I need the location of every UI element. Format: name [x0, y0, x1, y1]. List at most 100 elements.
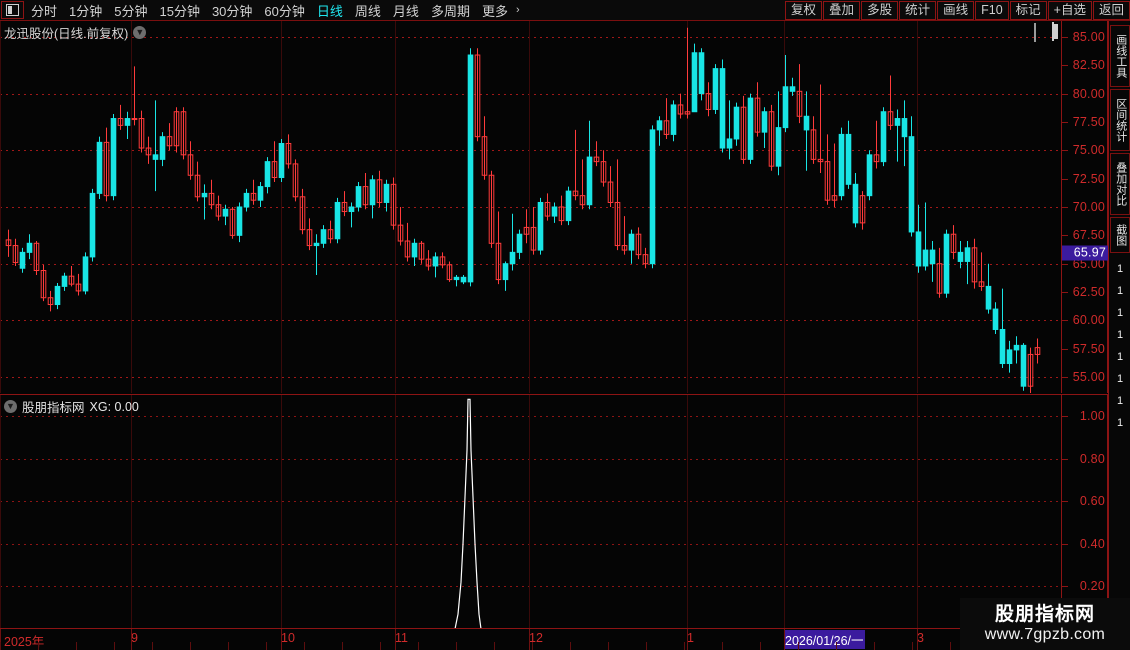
- period-5[interactable]: 60分钟: [264, 4, 305, 19]
- date-tick-minor: [836, 642, 837, 650]
- more-chevron-icon[interactable]: ›: [515, 4, 520, 16]
- action-5[interactable]: F10: [975, 1, 1009, 20]
- vertical-gridline: [131, 21, 132, 393]
- right-vertical-toolbar[interactable]: 画线工具 区间统计 叠加对比 截图 1 1 1 1 1 1 1 1: [1108, 21, 1130, 628]
- action-2[interactable]: 多股: [861, 1, 899, 20]
- date-tick-minor: [114, 642, 115, 650]
- price-tick-mark: [1062, 65, 1068, 67]
- indicator-gridline: [0, 458, 1061, 460]
- vstrip-button-2[interactable]: 叠加对比: [1110, 153, 1130, 215]
- indicator-tick: 1.00: [1079, 409, 1105, 424]
- vertical-gridline: [0, 395, 1, 628]
- indicator-tick-mark: [1062, 543, 1068, 545]
- period-9[interactable]: 多周期: [430, 4, 470, 19]
- vstrip-button-3[interactable]: 截图: [1110, 217, 1130, 253]
- period-7[interactable]: 周线: [354, 4, 381, 19]
- date-tick-minor: [152, 642, 153, 650]
- action-0[interactable]: 复权: [785, 1, 823, 20]
- indicator-tick-mark: [1062, 586, 1068, 588]
- date-tick: [917, 629, 918, 650]
- diamond-button[interactable]: [1034, 23, 1036, 42]
- period-2[interactable]: 5分钟: [114, 4, 148, 19]
- indicator-tick: 0.60: [1079, 494, 1105, 509]
- price-tick: 70.00: [1072, 200, 1105, 214]
- vstrip-button-1[interactable]: 区间统计: [1110, 89, 1130, 151]
- vstrip-number-7[interactable]: 1: [1116, 417, 1124, 429]
- indicator-tick-mark: [1062, 416, 1068, 418]
- watermark: 股朋指标网 www.7gpzb.com: [960, 598, 1130, 650]
- date-tick-minor: [380, 642, 381, 650]
- period-10[interactable]: 更多: [481, 4, 508, 19]
- vertical-gridline: [281, 21, 282, 393]
- date-tick: [529, 629, 530, 650]
- price-chart-pane[interactable]: 龙迅股份(日线.前复权) ▼: [0, 21, 1062, 393]
- vstrip-number-0[interactable]: 1: [1116, 263, 1124, 275]
- vertical-gridline: [784, 395, 785, 628]
- vertical-gridline: [917, 395, 918, 628]
- action-6[interactable]: 标记: [1009, 1, 1047, 20]
- toolbar-period-group: 分时 1分钟 5分钟 15分钟 30分钟 60分钟 日线 周线 月线 多周期 更多 ›: [0, 0, 526, 20]
- date-label-4: 12: [529, 631, 543, 645]
- chevron-down-circle-icon[interactable]: ▼: [133, 26, 147, 39]
- panel-split-button[interactable]: [1, 1, 24, 19]
- indicator-title: 股朋指标网: [22, 401, 85, 415]
- price-tick-mark: [1062, 263, 1068, 265]
- diamond-icon: [1034, 23, 1036, 42]
- price-tick: 60.00: [1072, 313, 1105, 328]
- indicator-line-series: [454, 398, 482, 628]
- period-list: 分时 1分钟 5分钟 15分钟 30分钟 60分钟 日线 周线 月线 多周期 更多: [25, 0, 514, 20]
- date-tick-minor: [722, 642, 723, 650]
- price-tick: 82.50: [1072, 58, 1105, 73]
- date-label-2: 10: [281, 631, 295, 645]
- panel-split-icon: [1052, 22, 1054, 41]
- date-tick-minor: [456, 642, 457, 650]
- period-6[interactable]: 日线: [316, 4, 343, 19]
- vstrip-button-0[interactable]: 画线工具: [1110, 25, 1130, 87]
- period-0[interactable]: 分时: [31, 4, 58, 19]
- candlestick-series: [5, 27, 1041, 393]
- gridline: [0, 36, 1061, 38]
- action-8[interactable]: 返回: [1092, 1, 1130, 20]
- date-tick-minor: [760, 642, 761, 650]
- vstrip-number-4[interactable]: 1: [1116, 351, 1124, 363]
- price-tick: 65.00: [1072, 256, 1105, 271]
- vstrip-number-5[interactable]: 1: [1116, 373, 1124, 385]
- vstrip-number-6[interactable]: 1: [1116, 395, 1124, 407]
- price-tick-mark: [1062, 377, 1068, 379]
- price-tick-mark: [1062, 235, 1068, 237]
- pane-panel-button[interactable]: [1052, 22, 1054, 41]
- date-tick: [784, 629, 785, 650]
- date-label-6[interactable]: 2026/01/26/一: [784, 630, 865, 649]
- vertical-gridline: [687, 395, 688, 628]
- vstrip-number-2[interactable]: 1: [1116, 307, 1124, 319]
- price-axis[interactable]: 85.00 82.50 80.00 77.50 75.00 72.50 70.00 67.50…: [1062, 21, 1108, 393]
- period-3[interactable]: 15分钟: [159, 4, 200, 19]
- indicator-pane[interactable]: ▼ 股朋指标网 XG: 0.00: [0, 394, 1062, 628]
- date-tick-minor: [912, 642, 913, 650]
- indicator-tick-mark: [1062, 501, 1068, 503]
- price-tick: 72.50: [1072, 171, 1105, 186]
- action-7[interactable]: +自选: [1047, 1, 1092, 20]
- price-tick: 55.00: [1072, 370, 1105, 385]
- indicator-tick: 0.20: [1079, 579, 1105, 594]
- action-4[interactable]: 画线: [937, 1, 975, 20]
- chevron-down-circle-icon[interactable]: ▼: [4, 400, 17, 413]
- vstrip-number-3[interactable]: 1: [1116, 329, 1124, 341]
- vstrip-number-1[interactable]: 1: [1116, 285, 1124, 297]
- gridline: [0, 263, 1061, 265]
- vertical-gridline: [281, 395, 282, 628]
- vertical-gridline: [784, 21, 785, 393]
- gridline: [0, 377, 1061, 379]
- date-tick-minor: [76, 642, 77, 650]
- action-1[interactable]: 叠加: [823, 1, 861, 20]
- period-4[interactable]: 30分钟: [211, 4, 253, 19]
- price-tick-mark: [1062, 93, 1068, 95]
- date-tick-minor: [570, 642, 571, 650]
- date-axis[interactable]: 2025年 9 10 11 12 1 2026/01/26/一 3: [0, 628, 1062, 650]
- period-1[interactable]: 1分钟: [69, 4, 103, 19]
- action-3[interactable]: 统计: [899, 1, 937, 20]
- indicator-axis[interactable]: 1.00 0.80 0.60 0.40 0.20: [1062, 394, 1108, 628]
- price-tick-mark: [1062, 150, 1068, 152]
- date-tick: [687, 629, 688, 650]
- period-8[interactable]: 月线: [392, 4, 419, 19]
